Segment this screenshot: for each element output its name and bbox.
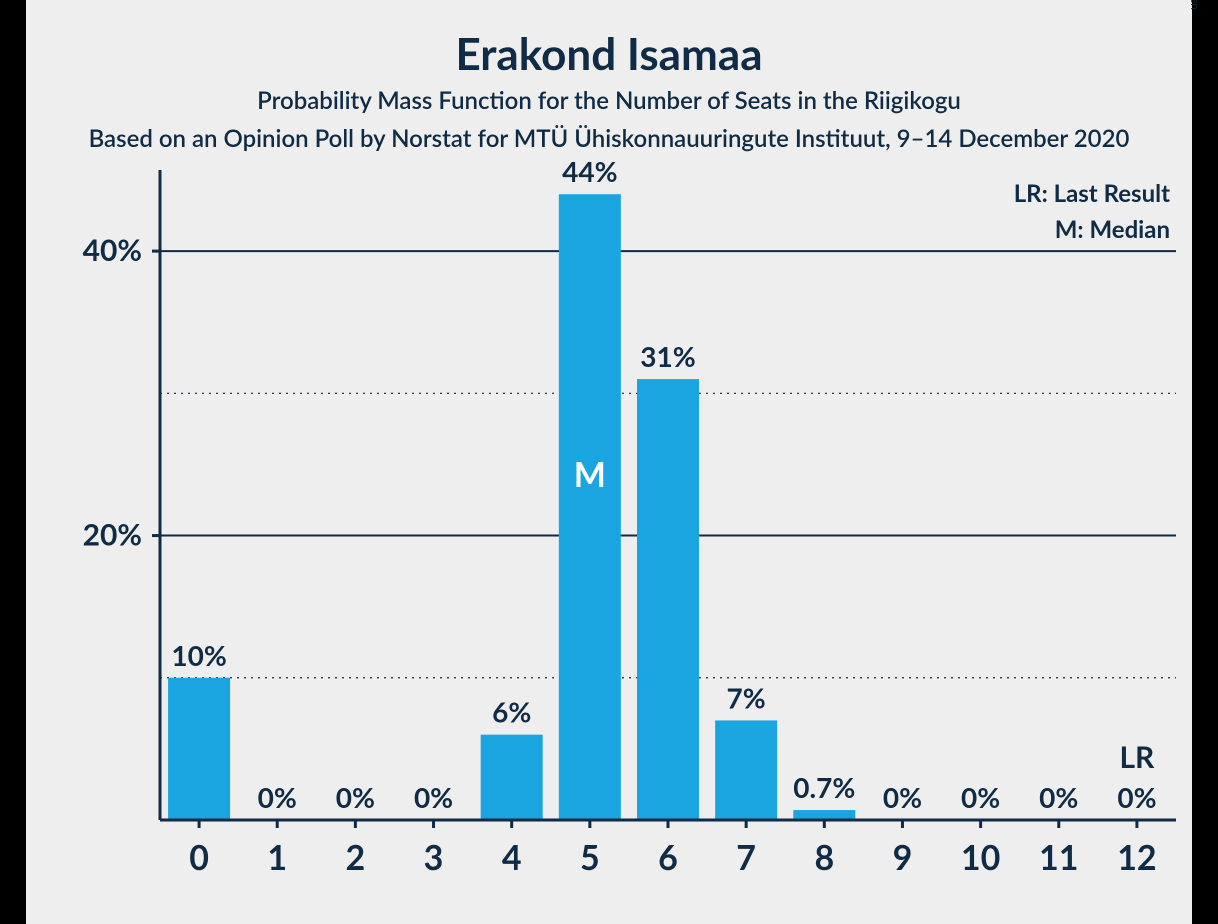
y-tick-label: 20% <box>83 517 142 553</box>
bar-value-label: 0% <box>414 780 453 814</box>
bar-value-label: 0% <box>883 780 922 814</box>
chart-subtitle: Probability Mass Function for the Number… <box>26 86 1192 115</box>
side-band-right <box>1192 0 1218 924</box>
x-tick-label: 12 <box>1117 837 1156 878</box>
side-band-left <box>0 0 26 924</box>
x-tick-label: 8 <box>814 837 834 878</box>
chart-area: 20%40%10%00%10%20%36%444%531%67%70.7%80%… <box>26 160 1192 924</box>
bar-value-label: 0% <box>258 780 297 814</box>
legend-m: M: Median <box>1055 215 1170 244</box>
bar <box>637 379 699 820</box>
bar-value-label: 10% <box>171 638 226 672</box>
bar-value-label: 0% <box>961 780 1000 814</box>
x-tick-label: 9 <box>893 837 913 878</box>
bar <box>481 735 543 820</box>
bar-value-label: 6% <box>492 695 531 729</box>
bar-value-label: 0% <box>336 780 375 814</box>
bar-chart-svg: 20%40%10%00%10%20%36%444%531%67%70.7%80%… <box>26 160 1192 920</box>
y-tick-label: 40% <box>83 232 142 268</box>
copyright-text: © 2020 Filip van Laenen <box>1188 0 1203 10</box>
bar-value-label: 0.7% <box>793 770 855 804</box>
x-tick-label: 11 <box>1039 837 1078 878</box>
bar-value-label: 0% <box>1117 780 1156 814</box>
legend-lr: LR: Last Result <box>1014 179 1170 208</box>
bar <box>715 720 777 820</box>
chart-title: Erakond Isamaa <box>26 28 1192 80</box>
x-tick-label: 3 <box>424 837 444 878</box>
bar <box>168 678 230 820</box>
last-result-marker: LR <box>1119 739 1155 775</box>
chart-panel: © 2020 Filip van Laenen Erakond Isamaa P… <box>26 0 1192 924</box>
bar-value-label: 0% <box>1039 780 1078 814</box>
x-tick-label: 7 <box>736 837 756 878</box>
median-marker: M <box>574 454 606 495</box>
bar-value-label: 44% <box>562 160 617 188</box>
bar-value-label: 7% <box>727 680 766 714</box>
x-tick-label: 5 <box>580 837 600 878</box>
x-tick-label: 4 <box>502 837 522 878</box>
page-root: © 2020 Filip van Laenen Erakond Isamaa P… <box>0 0 1218 924</box>
bar <box>559 194 621 820</box>
x-tick-label: 2 <box>346 837 366 878</box>
bar-value-label: 31% <box>640 339 695 373</box>
x-tick-label: 1 <box>267 837 287 878</box>
x-tick-label: 6 <box>658 837 678 878</box>
x-tick-label: 10 <box>961 837 1000 878</box>
chart-source: Based on an Opinion Poll by Norstat for … <box>26 124 1192 153</box>
x-tick-label: 0 <box>189 837 209 878</box>
